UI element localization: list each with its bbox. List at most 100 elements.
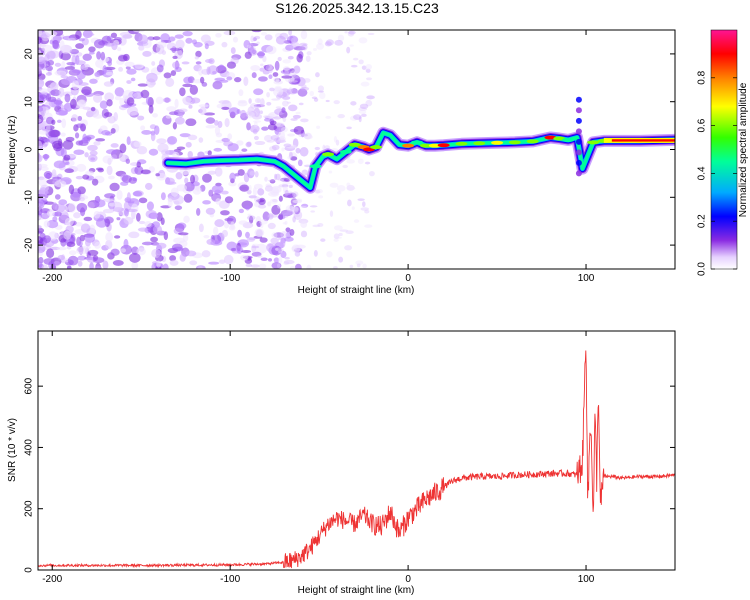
spectrogram-noise [253,135,259,141]
spectrogram-noise [84,239,91,247]
spectrogram-noise [293,205,301,215]
spectrogram-noise [155,44,165,55]
spectrogram-noise [38,230,43,235]
spectrogram-noise [150,131,156,142]
spectrogram-noise [117,54,128,62]
spectrogram-noise [251,47,256,50]
spectrogram-noise [41,44,53,53]
spectrogram-noise [328,170,333,174]
spectrogram-noise [138,220,146,225]
spectrogram-noise [275,247,279,251]
spectrogram-noise [205,124,217,129]
spectrogram-noise [290,265,296,269]
spectrogram-noise [357,158,364,165]
spectrogram-noise [249,48,253,55]
spectrogram-noise [251,245,260,249]
spectrogram-noise [38,206,43,216]
spectrogram-noise [46,124,51,133]
spectrogram-noise [194,56,199,60]
spectrogram-noise [182,233,189,242]
spectrogram-noise [357,198,365,202]
spectrogram-noise [266,101,272,106]
spectrogram-noise [46,209,55,217]
spectrogram-noise [119,31,132,37]
spectrogram-noise [160,217,165,226]
spectrogram-noise [251,72,257,79]
spectrogram-peak [491,140,504,145]
snr-xlabel: Height of straight line (km) [298,585,415,596]
spectrogram-noise [326,251,333,258]
colorbar-gradient [710,29,738,270]
spectrogram-blob [575,149,582,156]
spectrogram-noise [267,123,278,131]
spectrogram-noise [239,184,250,192]
spectrogram-noise [342,164,348,169]
spectrogram-noise [352,57,359,61]
spectrogram-noise [266,92,270,98]
spectrogram-ytick-label: 10 [24,96,35,108]
spectrogram-noise [114,87,125,97]
spectrogram-noise [221,41,228,48]
spectrogram-noise [152,113,158,118]
spectrogram-noise [279,32,289,40]
spectrogram-noise [254,140,266,146]
snr-ytick-label: 0 [24,567,35,573]
spectrogram-noise [182,31,193,37]
spectrogram-noise [187,150,193,158]
spectrogram-noise [289,204,295,211]
spectrogram-noise [64,66,76,70]
spectrogram-noise [78,38,85,42]
spectrogram-noise [75,175,84,180]
spectrogram-noise [38,130,48,135]
spectrogram-noise [306,51,312,56]
spectrogram-xlabel: Height of straight line (km) [298,285,415,296]
spectrogram-noise [38,187,48,197]
spectrogram-noise [315,72,320,78]
spectrogram-noise [125,158,130,164]
spectrogram-blob [575,170,582,177]
spectrogram-noise [99,100,108,109]
spectrogram-noise [59,210,69,221]
spectrogram-noise [63,103,70,109]
spectrogram-noise [344,245,352,251]
spectrogram-noise [271,245,282,256]
spectrogram-noise [304,134,313,140]
spectrogram-noise [333,100,340,105]
snr-ytick-label: 200 [24,500,35,517]
spectrogram-noise [185,37,193,44]
spectrogram-noise [324,41,332,47]
spectrogram-noise [208,58,215,65]
spectrogram-noise [220,210,230,216]
spectrogram-noise [284,70,290,75]
spectrogram-noise [172,55,178,60]
spectrogram-noise [247,213,252,216]
spectrogram-noise [204,43,209,50]
spectrogram-noise [291,206,299,213]
spectrogram-noise [224,196,234,204]
spectrogram-noise [287,206,296,212]
spectrogram-noise [184,177,189,184]
spectrogram-noise [289,228,295,236]
spectrogram-noise [183,193,193,203]
spectrogram-noise [200,76,205,84]
spectrogram-noise [38,177,48,187]
spectrogram-noise [208,261,220,265]
spectrogram-noise [309,205,318,208]
spectrogram-noise [244,51,252,59]
spectrogram-noise [283,143,292,148]
snr-xtick-label: -200 [42,574,62,585]
spectrogram-noise [248,237,256,241]
spectrogram-noise [113,112,118,122]
spectrogram-ytick-label: -10 [24,190,35,205]
spectrogram-noise [335,236,343,239]
spectrogram-noise [145,96,151,105]
spectrogram-noise [252,37,257,42]
spectrogram-noise [346,126,352,130]
spectrogram-noise [88,46,96,53]
spectrogram-noise [228,107,240,116]
spectrogram-noise [53,260,60,267]
spectrogram-noise [297,159,303,167]
spectrogram-noise [54,70,67,76]
spectrogram-peak [437,143,450,148]
